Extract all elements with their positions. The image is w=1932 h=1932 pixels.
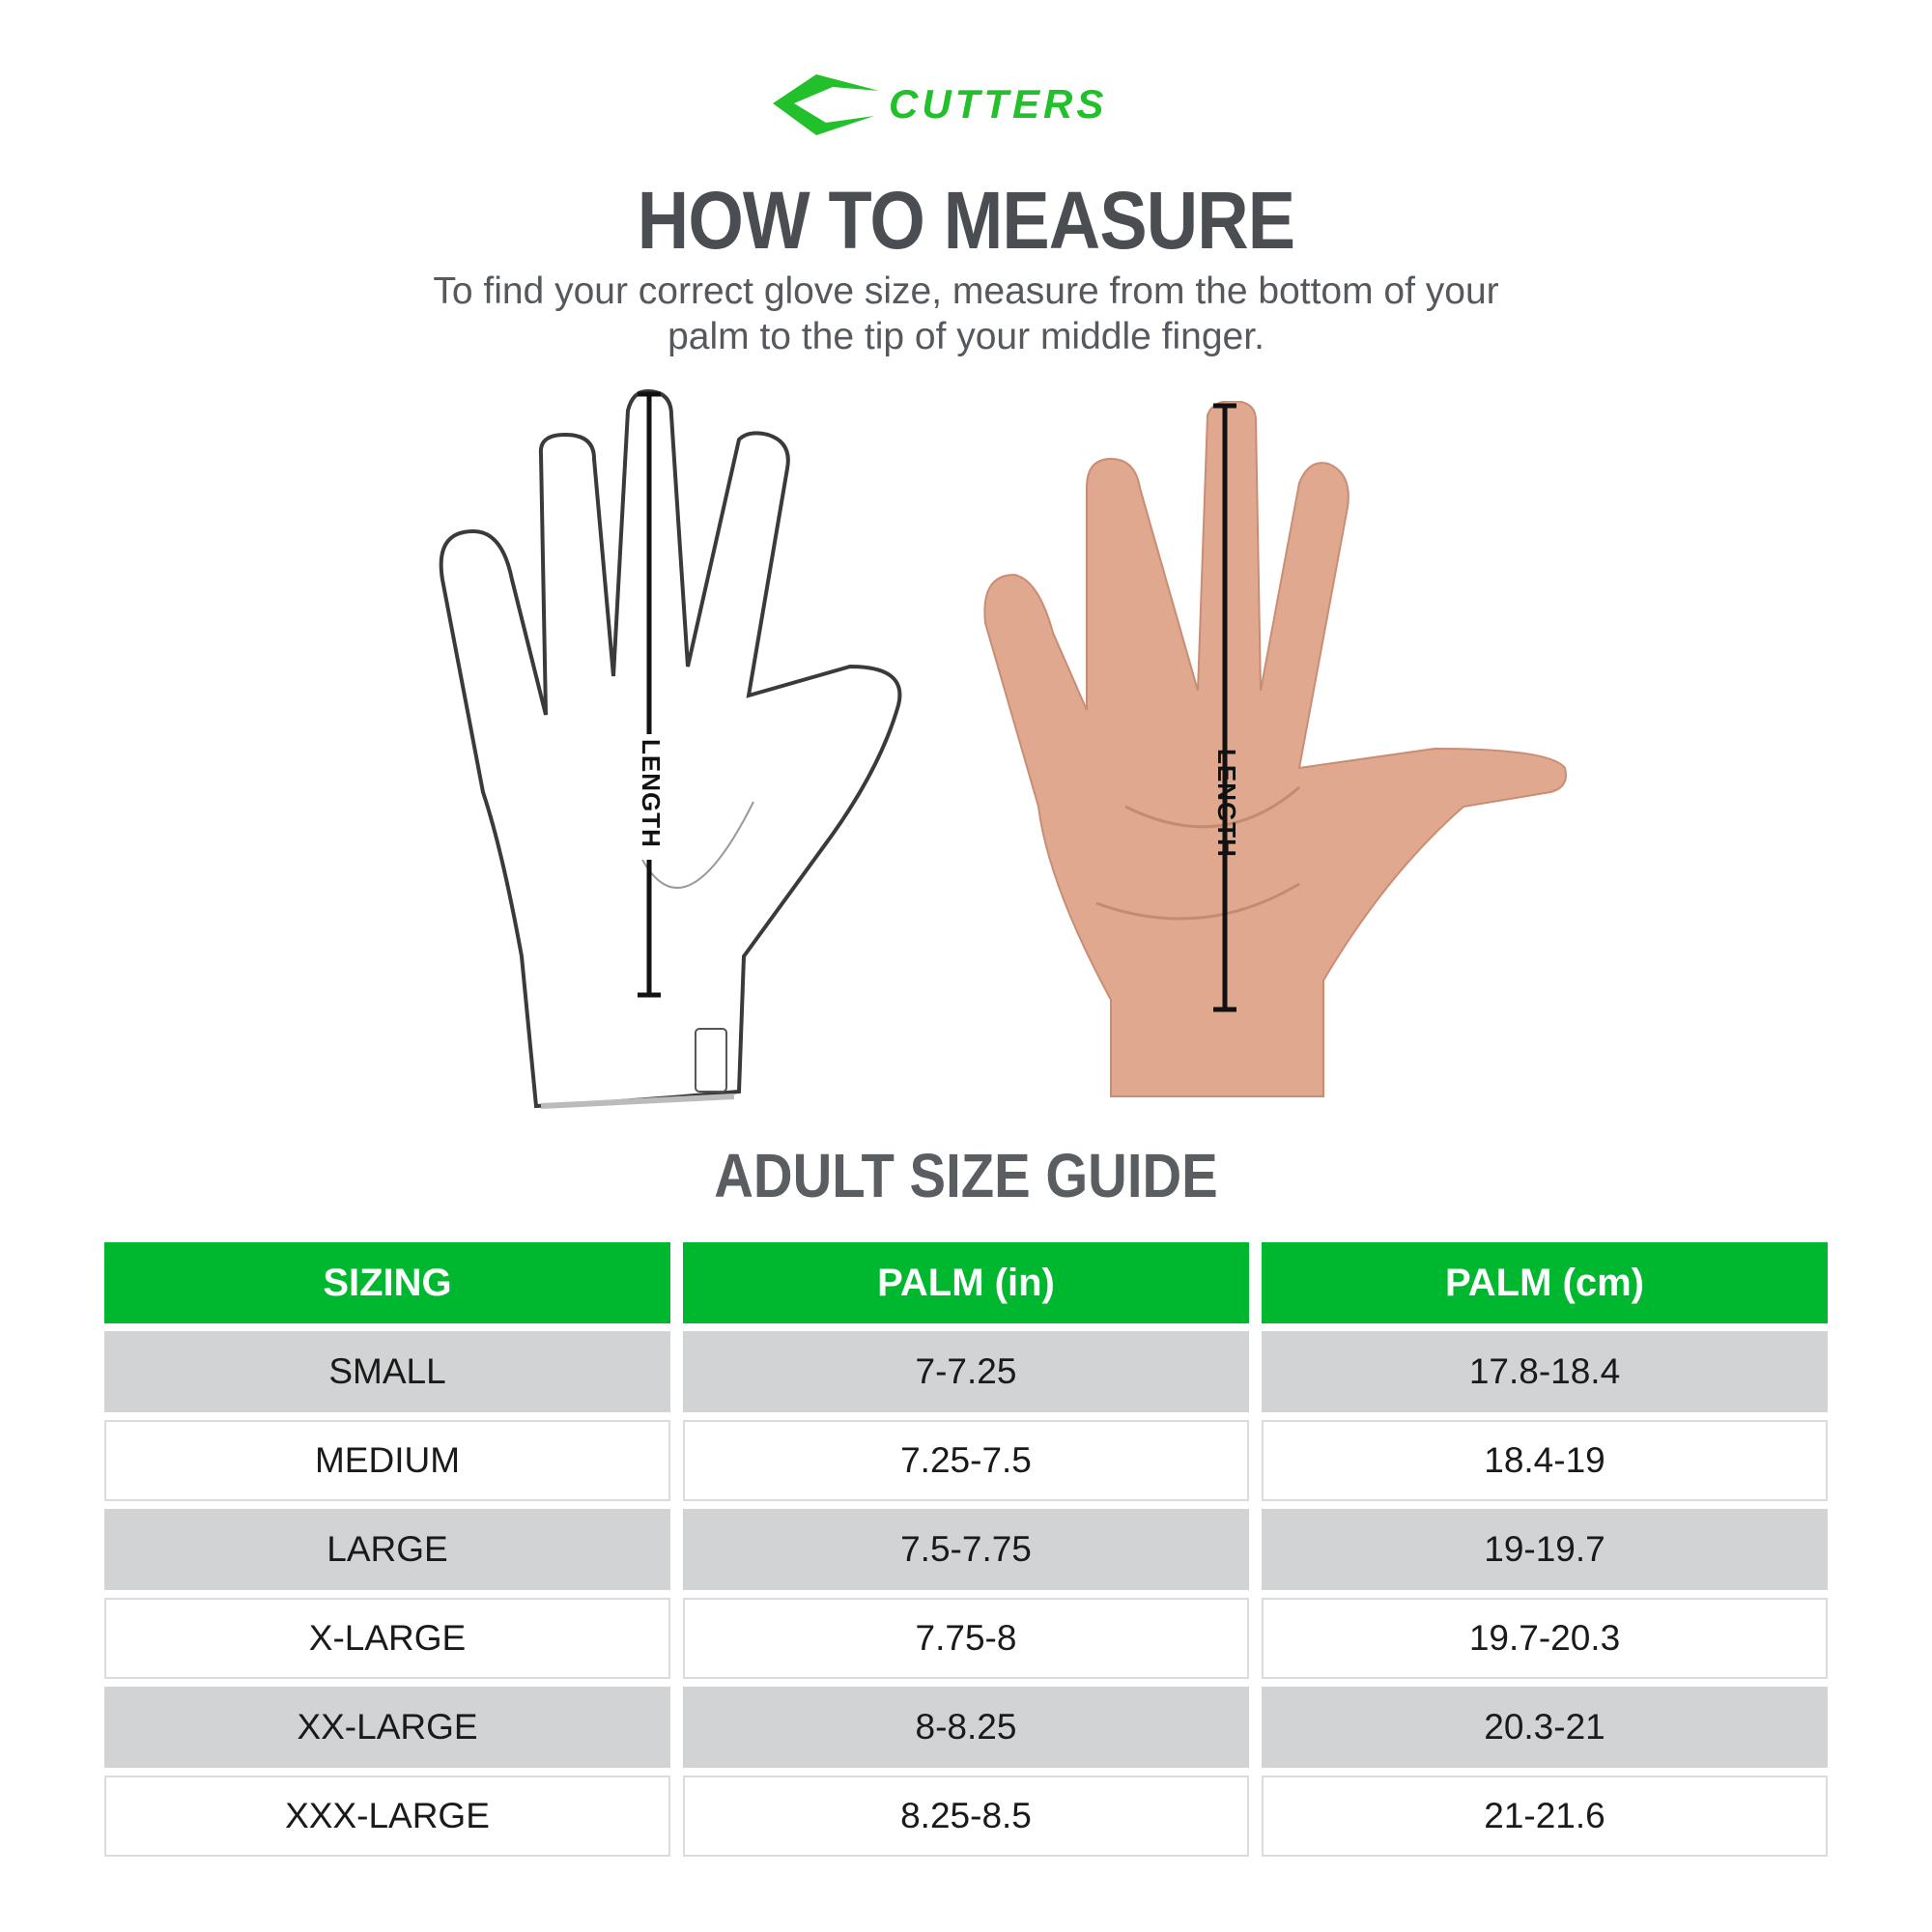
- subtitle-line-1: To find your correct glove size, measure…: [433, 270, 1499, 312]
- palm-cm-cell: 21-21.6: [1262, 1776, 1828, 1857]
- size-cell: XX-LARGE: [104, 1687, 670, 1768]
- palm-cm-cell: 18.4-19: [1262, 1420, 1828, 1501]
- table-row: MEDIUM 7.25-7.5 18.4-19: [104, 1420, 1828, 1501]
- table-row: X-LARGE 7.75-8 19.7-20.3: [104, 1598, 1828, 1679]
- page-subtitle: To find your correct glove size, measure…: [290, 269, 1642, 359]
- size-cell: X-LARGE: [104, 1598, 670, 1679]
- glove-length-label: LENGTH: [637, 739, 666, 848]
- palm-in-cell: 8.25-8.5: [683, 1776, 1249, 1857]
- hand-photo: [983, 401, 1567, 1097]
- palm-cm-cell: 19.7-20.3: [1262, 1598, 1828, 1679]
- table-row: XX-LARGE 8-8.25 20.3-21: [104, 1687, 1828, 1768]
- palm-cm-cell: 20.3-21: [1262, 1687, 1828, 1768]
- page-title: HOW TO MEASURE: [637, 175, 1295, 266]
- glove-illustration: [439, 388, 902, 1109]
- table-row: LARGE 7.5-7.75 19-19.7: [104, 1509, 1828, 1590]
- palm-in-cell: 7.75-8: [683, 1598, 1249, 1679]
- cutters-logo: CUTTERS: [773, 74, 1107, 135]
- palm-cm-cell: 17.8-18.4: [1262, 1331, 1828, 1412]
- size-cell: SMALL: [104, 1331, 670, 1412]
- size-guide-table: SIZING PALM (in) PALM (cm) SMALL 7-7.25 …: [104, 1242, 1828, 1864]
- subtitle-line-2: palm to the tip of your middle finger.: [668, 316, 1264, 357]
- table-row: XXX-LARGE 8.25-8.5 21-21.6: [104, 1776, 1828, 1857]
- palm-in-cell: 8-8.25: [683, 1687, 1249, 1768]
- size-cell: MEDIUM: [104, 1420, 670, 1501]
- size-guide-title: ADULT SIZE GUIDE: [714, 1141, 1218, 1210]
- table-row: SMALL 7-7.25 17.8-18.4: [104, 1331, 1828, 1412]
- column-header: SIZING: [104, 1242, 670, 1323]
- hand-length-label: LENGTH: [1212, 749, 1241, 858]
- svg-text:CUTTERS: CUTTERS: [889, 81, 1107, 127]
- palm-in-cell: 7.25-7.5: [683, 1420, 1249, 1501]
- size-cell: LARGE: [104, 1509, 670, 1590]
- table-header-row: SIZING PALM (in) PALM (cm): [104, 1242, 1828, 1323]
- palm-in-cell: 7-7.25: [683, 1331, 1249, 1412]
- palm-cm-cell: 19-19.7: [1262, 1509, 1828, 1590]
- size-cell: XXX-LARGE: [104, 1776, 670, 1857]
- column-header: PALM (in): [683, 1242, 1249, 1323]
- palm-in-cell: 7.5-7.75: [683, 1509, 1249, 1590]
- column-header: PALM (cm): [1262, 1242, 1828, 1323]
